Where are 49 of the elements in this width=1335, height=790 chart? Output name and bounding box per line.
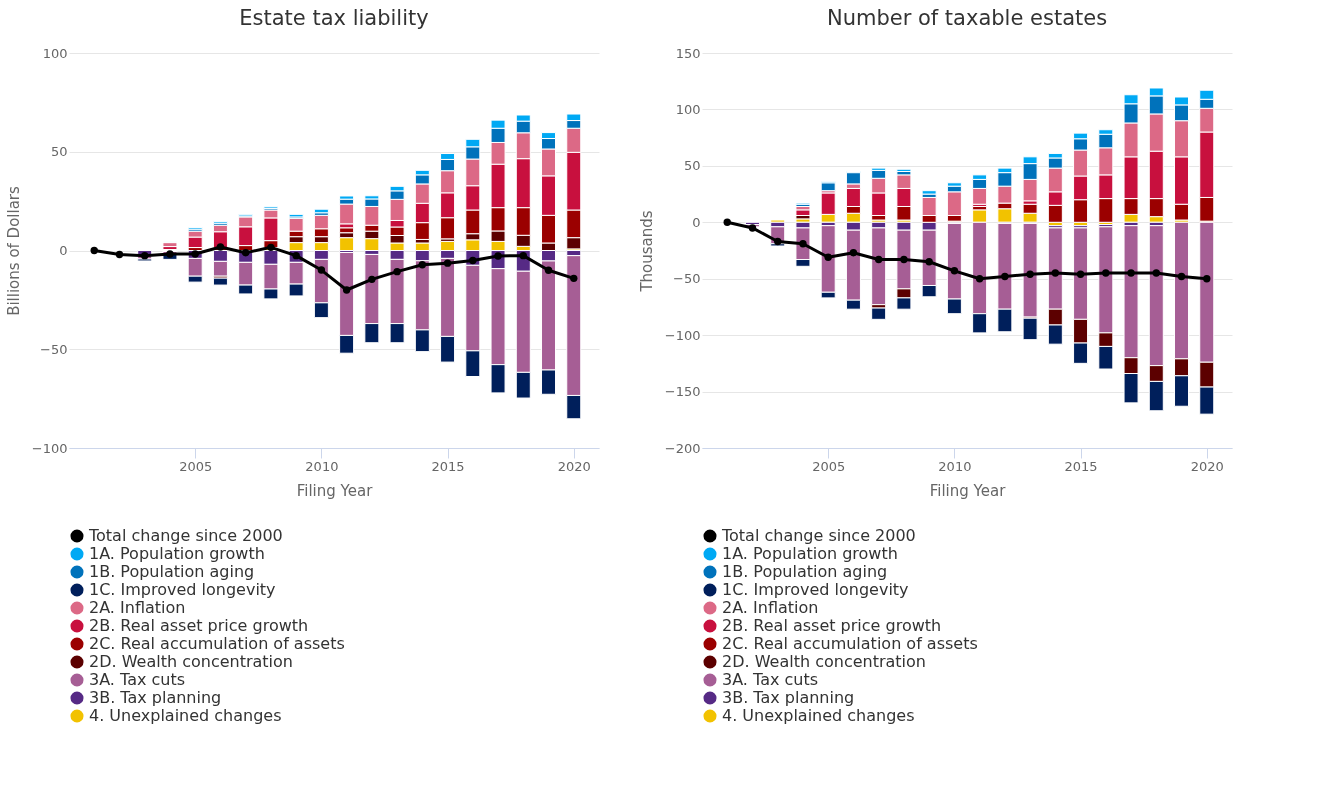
legend-label: 2C. Real accumulation of assets (89, 634, 345, 653)
legend-label: 2D. Wealth concentration (722, 652, 926, 671)
chart-title: Number of taxable estates (826, 6, 1108, 30)
y-tick-label: −50 (40, 341, 68, 357)
x-tick-label: 2005 (179, 458, 213, 474)
legend-label: 2A. Inflation (722, 598, 819, 617)
y-tick-label: 50 (50, 144, 68, 160)
x-tick-label: 2010 (938, 458, 972, 474)
legend-label: 3B. Tax planning (722, 688, 855, 707)
chart-title: Estate tax liability (239, 6, 429, 30)
legend-label: 2D. Wealth concentration (89, 652, 293, 671)
x-tick-label: 2020 (1190, 458, 1224, 474)
x-tick-label: 2015 (431, 458, 465, 474)
y-tick-label: −100 (31, 440, 68, 456)
legend-label: 4. Unexplained changes (722, 706, 915, 725)
y-tick-label: −150 (664, 384, 701, 400)
legend-label: 1B. Population aging (722, 562, 888, 581)
legend-label: 3A. Tax cuts (722, 670, 819, 689)
y-axis-title: Billions of Dollars (4, 185, 23, 316)
x-tick-label: 2005 (812, 458, 846, 474)
legend-label: 2B. Real asset price growth (722, 616, 942, 635)
legend-label: 1C. Improved longevity (89, 580, 276, 599)
legend-label: 3A. Tax cuts (89, 670, 186, 689)
x-tick-label: 2010 (305, 458, 339, 474)
x-axis-title: Filing Year (929, 481, 1007, 500)
y-tick-label: 100 (42, 45, 68, 61)
y-tick-label: 100 (675, 101, 701, 117)
legend-label: 2A. Inflation (89, 598, 186, 617)
legend-label: 2B. Real asset price growth (89, 616, 309, 635)
legend-label: 1A. Population growth (89, 544, 265, 563)
y-tick-label: 0 (692, 214, 701, 230)
legend-label: 1A. Population growth (722, 544, 898, 563)
legend-label: 4. Unexplained changes (89, 706, 282, 725)
legend-label: 2C. Real accumulation of assets (722, 634, 978, 653)
y-tick-label: 50 (683, 158, 701, 174)
legend-label: 1C. Improved longevity (722, 580, 909, 599)
y-tick-label: −100 (664, 327, 701, 343)
legend-label: Total change since 2000 (88, 526, 283, 545)
y-tick-label: −200 (664, 440, 701, 456)
x-tick-label: 2020 (557, 458, 591, 474)
legend-label: Total change since 2000 (721, 526, 916, 545)
y-tick-label: 0 (59, 243, 68, 258)
x-tick-label: 2015 (1064, 458, 1098, 474)
y-tick-label: −50 (673, 271, 701, 287)
y-tick-label: 150 (675, 45, 701, 61)
legend-label: 1B. Population aging (89, 562, 255, 581)
y-axis-title: Thousands (637, 210, 656, 293)
legend-label: 3B. Tax planning (89, 688, 222, 707)
x-axis-title: Filing Year (296, 481, 374, 500)
